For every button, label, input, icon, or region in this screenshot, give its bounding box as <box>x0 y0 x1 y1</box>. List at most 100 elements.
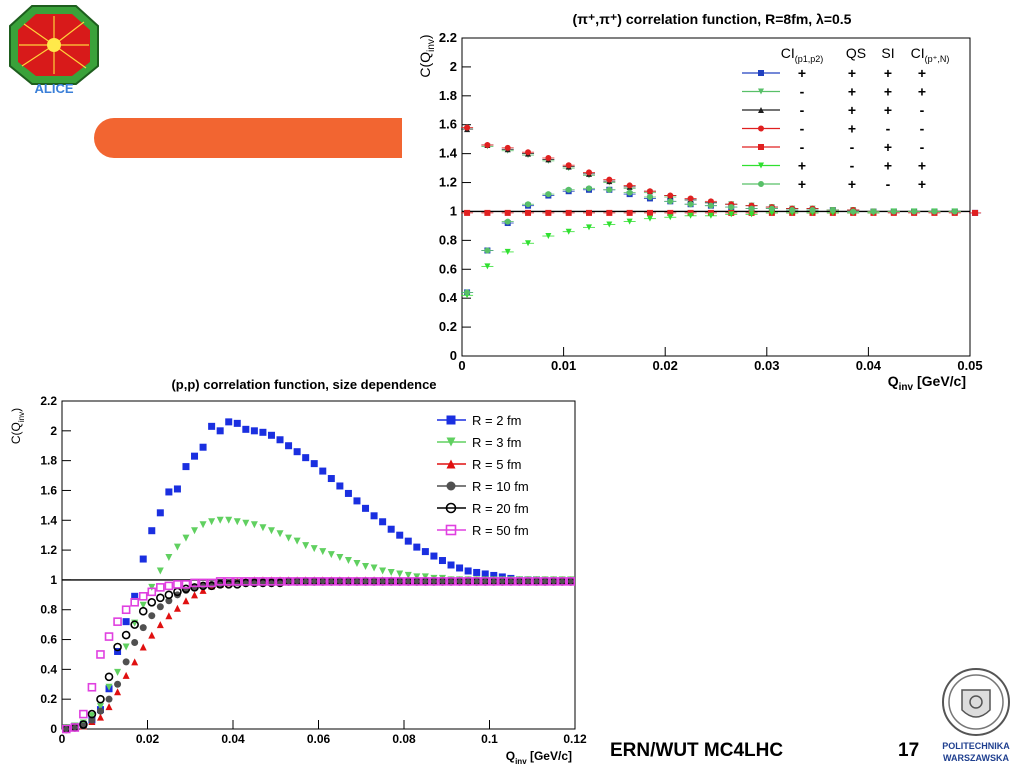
data-point <box>524 577 532 585</box>
data-point <box>870 208 877 215</box>
data-point <box>131 592 139 600</box>
legend-entry: R = 5 fm <box>437 457 522 472</box>
legend-entry: R = 2 fm <box>437 413 522 428</box>
data-point <box>515 577 523 585</box>
y-tick-label: 1.4 <box>439 146 458 161</box>
data-point <box>565 162 572 169</box>
data-point <box>396 570 404 578</box>
data-point <box>165 554 173 562</box>
legend-header: CI(p1,p2) <box>781 45 824 64</box>
legend-flag: - <box>850 158 855 174</box>
data-point <box>173 543 181 551</box>
data-point <box>972 209 979 216</box>
legend-flag: - <box>920 121 925 137</box>
y-axis-label: C(Qinv) <box>417 34 437 77</box>
data-point <box>395 577 405 586</box>
data-point <box>131 639 139 647</box>
data-point <box>515 577 524 586</box>
data-point <box>438 557 446 565</box>
data-point <box>173 485 181 493</box>
data-point <box>549 577 558 586</box>
data-point <box>302 577 310 585</box>
x-tick-label: 0.05 <box>957 358 982 373</box>
legend-flag: + <box>798 176 806 192</box>
x-tick-label: 0.12 <box>563 732 587 746</box>
data-point <box>61 724 71 734</box>
data-point <box>96 707 104 715</box>
footer-text: ERN/WUT MC4LHC <box>610 740 784 761</box>
data-point <box>165 488 173 496</box>
data-point <box>139 555 147 563</box>
data-point <box>156 593 165 603</box>
legend-swatch-marker <box>758 181 764 187</box>
data-point <box>455 577 464 586</box>
legend-swatch-marker <box>446 415 456 425</box>
data-point <box>301 577 310 586</box>
data-point <box>565 228 572 235</box>
x-tick-label: 0.02 <box>653 358 678 373</box>
legend-swatch-marker <box>758 107 764 113</box>
data-point <box>413 543 421 551</box>
data-point <box>182 463 190 471</box>
data-point <box>181 580 191 589</box>
data-point <box>430 552 438 560</box>
data-series <box>61 577 576 734</box>
data-point <box>275 577 285 586</box>
data-point <box>370 577 378 585</box>
data-point <box>550 577 558 585</box>
data-point <box>523 577 533 586</box>
data-point <box>525 149 532 156</box>
data-point <box>216 516 224 524</box>
data-point <box>413 577 421 585</box>
data-point <box>62 725 70 733</box>
data-point <box>293 577 301 585</box>
data-point <box>267 431 275 439</box>
institution-line-1: POLITECHNIKA <box>942 741 1010 751</box>
data-point <box>148 583 156 591</box>
y-tick-label: 0 <box>50 722 57 736</box>
data-point <box>319 577 327 585</box>
data-point <box>789 207 796 214</box>
data-point <box>728 204 735 211</box>
data-point <box>309 577 319 586</box>
legend-entry: R = 50 fm <box>437 523 529 538</box>
y-tick-label: 2 <box>450 59 457 74</box>
data-point <box>489 577 499 586</box>
data-point <box>490 577 498 585</box>
data-point <box>88 716 96 724</box>
data-point <box>473 568 481 576</box>
legend-entry: R = 10 fm <box>437 479 529 494</box>
data-point <box>525 209 532 216</box>
data-point <box>404 537 412 545</box>
data-point <box>258 577 268 586</box>
data-point <box>480 577 490 586</box>
legend-flag: + <box>884 84 892 100</box>
data-point <box>545 191 552 198</box>
legend-swatch-marker <box>445 524 457 536</box>
data-point <box>70 723 80 732</box>
legend-swatch-marker <box>758 144 764 150</box>
data-point <box>829 207 836 214</box>
data-point <box>626 218 633 225</box>
y-tick-label: 1.2 <box>439 175 457 190</box>
data-point <box>225 516 233 524</box>
legend-label: R = 20 fm <box>472 501 529 516</box>
data-point <box>586 224 592 231</box>
data-point <box>586 185 592 192</box>
alice-logo-text: ALICE <box>35 81 74 94</box>
y-tick-label: 0.6 <box>40 633 57 647</box>
data-point <box>687 201 694 208</box>
data-point <box>565 186 572 193</box>
data-point <box>626 189 633 196</box>
data-point <box>164 590 174 600</box>
data-point <box>890 208 897 215</box>
legend-swatch-marker <box>758 162 764 169</box>
data-point <box>114 680 122 688</box>
data-point <box>138 592 148 601</box>
legend-entry: + + + + <box>742 65 926 81</box>
data-point <box>104 632 114 641</box>
data-point <box>156 621 164 629</box>
data-point <box>310 460 318 468</box>
data-point <box>87 709 97 719</box>
data-point <box>121 605 131 615</box>
